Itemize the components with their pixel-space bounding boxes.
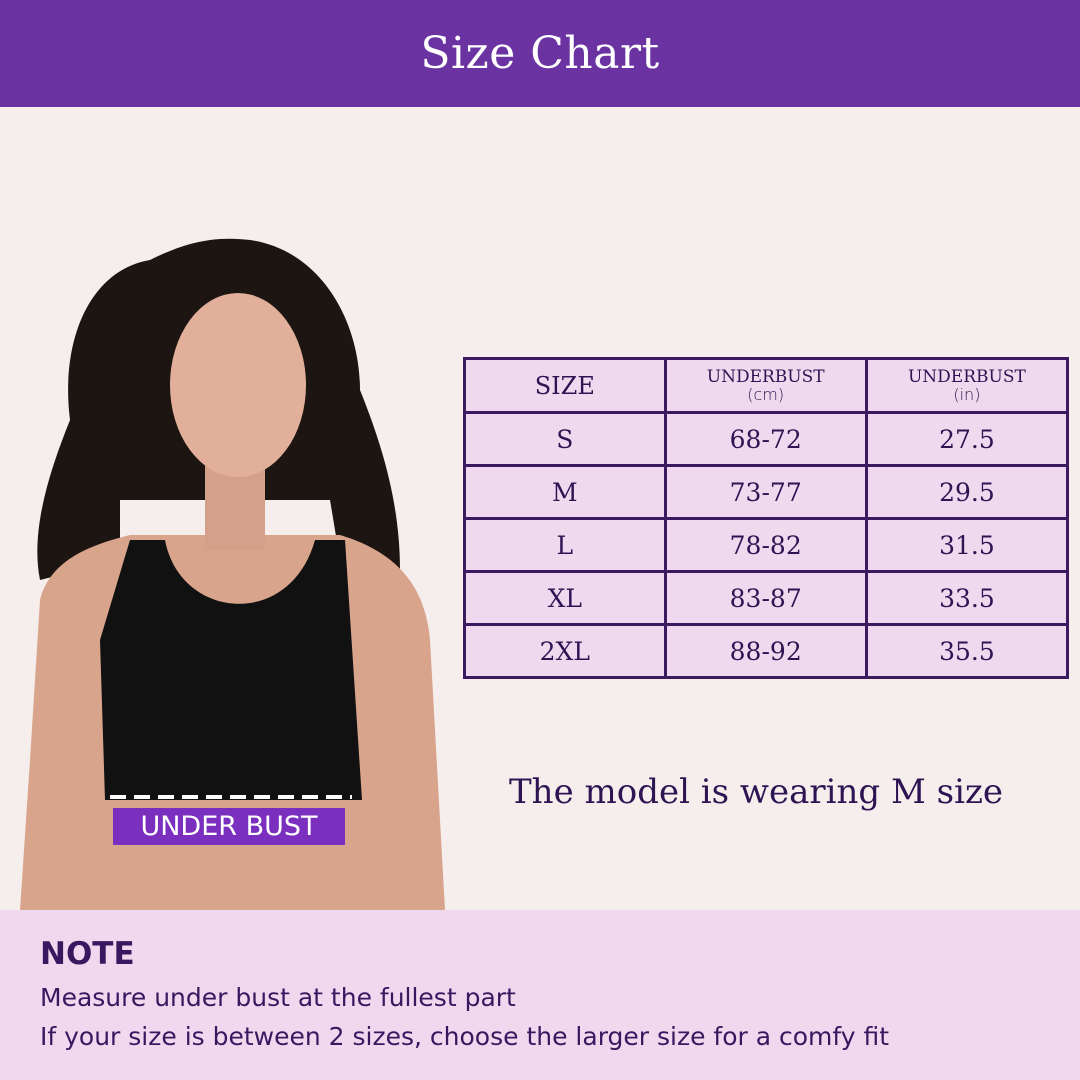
- note-line: If your size is between 2 sizes, choose …: [40, 1022, 890, 1051]
- cell-in: 35.5: [864, 623, 1070, 679]
- cell-cm: 88-92: [663, 623, 868, 679]
- table-header-row: SIZE UNDERBUST (cm) UNDERBUST (in): [463, 357, 1070, 414]
- cell-cm: 68-72: [663, 411, 868, 467]
- cell-in: 27.5: [864, 411, 1070, 467]
- note-line: Measure under bust at the fullest part: [40, 983, 516, 1012]
- header-underbust-cm: UNDERBUST (cm): [663, 357, 868, 414]
- cell-size: 2XL: [463, 623, 667, 679]
- header-underbust-in: UNDERBUST (in): [864, 357, 1070, 414]
- cell-in: 29.5: [864, 464, 1070, 520]
- cell-cm: 73-77: [663, 464, 868, 520]
- cell-cm: 78-82: [663, 517, 868, 573]
- cell-in: 33.5: [864, 570, 1070, 626]
- note-section: NOTE Measure under bust at the fullest p…: [0, 910, 1080, 1080]
- size-table: SIZE UNDERBUST (cm) UNDERBUST (in) S 68-72 2…: [463, 357, 1070, 679]
- cell-size: XL: [463, 570, 667, 626]
- cell-size: S: [463, 411, 667, 467]
- cell-in: 31.5: [864, 517, 1070, 573]
- header: Size Chart: [0, 0, 1080, 107]
- table-row: M 73-77 29.5: [463, 464, 1070, 520]
- header-size: SIZE: [463, 357, 667, 414]
- note-title: NOTE: [40, 936, 135, 972]
- table-row: XL 83-87 33.5: [463, 570, 1070, 626]
- table-row: L 78-82 31.5: [463, 517, 1070, 573]
- cell-size: L: [463, 517, 667, 573]
- page-title: Size Chart: [420, 28, 660, 79]
- under-bust-label: UNDER BUST: [113, 808, 345, 845]
- cell-size: M: [463, 464, 667, 520]
- table-row: 2XL 88-92 35.5: [463, 623, 1070, 679]
- model-size-note: The model is wearing M size: [509, 772, 1003, 812]
- table-row: S 68-72 27.5: [463, 411, 1070, 467]
- cell-cm: 83-87: [663, 570, 868, 626]
